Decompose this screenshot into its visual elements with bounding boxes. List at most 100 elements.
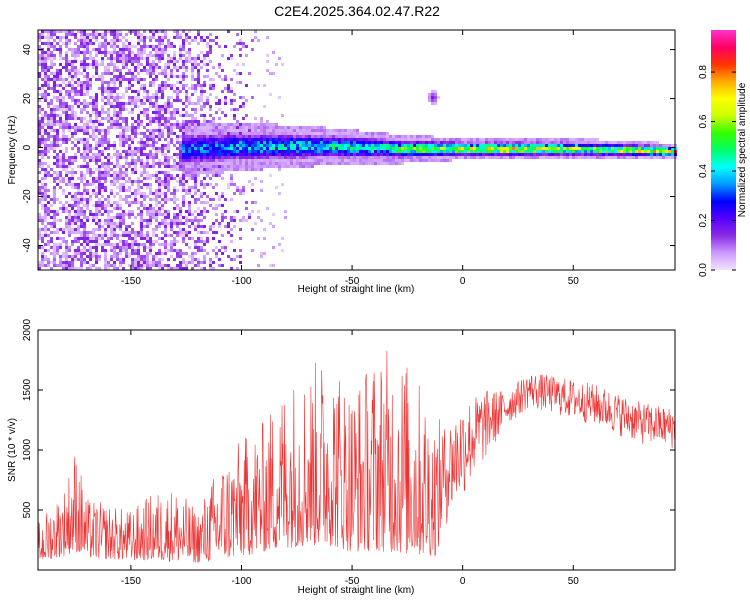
heatmap-cell [506, 138, 509, 141]
heatmap-cell [65, 93, 68, 96]
heatmap-cell [38, 126, 41, 129]
heatmap-cell [155, 117, 158, 120]
heatmap-cell [80, 129, 83, 132]
heatmap-cell [188, 261, 191, 264]
heatmap-cell [122, 54, 125, 57]
heatmap-cell [377, 132, 380, 135]
heatmap-cell [173, 219, 176, 222]
heatmap-cell [185, 147, 188, 150]
heatmap-cell [137, 120, 140, 123]
heatmap-cell [128, 78, 131, 81]
heatmap-cell [164, 105, 167, 108]
heatmap-cell [653, 147, 656, 150]
heatmap-cell [188, 141, 191, 144]
heatmap-cell [122, 48, 125, 51]
heatmap-cell [254, 147, 257, 150]
heatmap-cell [236, 186, 239, 189]
heatmap-cell [167, 165, 170, 168]
heatmap-cell [359, 138, 362, 141]
heatmap-cell [149, 216, 152, 219]
heatmap-cell [134, 180, 137, 183]
heatmap-cell [569, 147, 572, 150]
heatmap-cell [194, 129, 197, 132]
heatmap-cell [245, 159, 248, 162]
heatmap-cell [140, 213, 143, 216]
heatmap-cell [80, 51, 83, 54]
heatmap-cell [137, 249, 140, 252]
heatmap-cell [293, 150, 296, 153]
heatmap-cell [422, 141, 425, 144]
heatmap-cell [224, 87, 227, 90]
heatmap-cell [89, 84, 92, 87]
heatmap-cell [650, 156, 653, 159]
heatmap-cell [119, 69, 122, 72]
heatmap-cell [77, 51, 80, 54]
heatmap-cell [176, 99, 179, 102]
heatmap-cell [218, 141, 221, 144]
heatmap-cell [188, 150, 191, 153]
heatmap-cell [443, 141, 446, 144]
heatmap-cell [182, 237, 185, 240]
heatmap-cell [80, 249, 83, 252]
heatmap-cell [587, 138, 590, 141]
heatmap-cell [137, 177, 140, 180]
heatmap-cell [116, 243, 119, 246]
heatmap-cell [338, 150, 341, 153]
heatmap-cell [119, 207, 122, 210]
heatmap-cell [293, 126, 296, 129]
heatmap-cell [323, 126, 326, 129]
heatmap-cell [158, 54, 161, 57]
heatmap-cell [215, 165, 218, 168]
heatmap-cell [152, 234, 155, 237]
heatmap-cell [107, 222, 110, 225]
heatmap-cell [233, 93, 236, 96]
heatmap-cell [632, 156, 635, 159]
heatmap-cell [485, 153, 488, 156]
heatmap-cell [269, 150, 272, 153]
heatmap-cell [221, 195, 224, 198]
heatmap-cell [179, 135, 182, 138]
heatmap-cell [107, 237, 110, 240]
heatmap-cell [152, 96, 155, 99]
heatmap-cell [122, 93, 125, 96]
heatmap-cell [113, 48, 116, 51]
heatmap-cell [161, 150, 164, 153]
heatmap-cell [125, 246, 128, 249]
heatmap-cell [515, 141, 518, 144]
heatmap-cell [158, 210, 161, 213]
heatmap-cell [221, 204, 224, 207]
heatmap-cell [50, 111, 53, 114]
heatmap-cell [122, 261, 125, 264]
heatmap-cell [221, 153, 224, 156]
heatmap-cell [134, 150, 137, 153]
heatmap-cell [113, 261, 116, 264]
heatmap-cell [311, 153, 314, 156]
heatmap-cell [65, 108, 68, 111]
heatmap-cell [41, 57, 44, 60]
heatmap-cell [191, 120, 194, 123]
heatmap-cell [593, 153, 596, 156]
heatmap-cell [158, 213, 161, 216]
heatmap-cell [242, 141, 245, 144]
heatmap-cell [248, 144, 251, 147]
heatmap-cell [116, 66, 119, 69]
heatmap-cell [170, 60, 173, 63]
heatmap-cell [92, 147, 95, 150]
heatmap-cell [65, 36, 68, 39]
heatmap-cell [164, 126, 167, 129]
heatmap-cell [56, 171, 59, 174]
heatmap-cell [143, 246, 146, 249]
heatmap-cell [380, 162, 383, 165]
heatmap-cell [122, 258, 125, 261]
heatmap-cell [533, 141, 536, 144]
heatmap-cell [68, 210, 71, 213]
heatmap-cell [548, 144, 551, 147]
heatmap-cell [203, 105, 206, 108]
heatmap-cell [134, 267, 137, 270]
heatmap-cell [179, 261, 182, 264]
heatmap-cell [188, 219, 191, 222]
heatmap-cell [209, 45, 212, 48]
heatmap-cell [185, 135, 188, 138]
heatmap-cell [68, 177, 71, 180]
heatmap-cell [140, 123, 143, 126]
